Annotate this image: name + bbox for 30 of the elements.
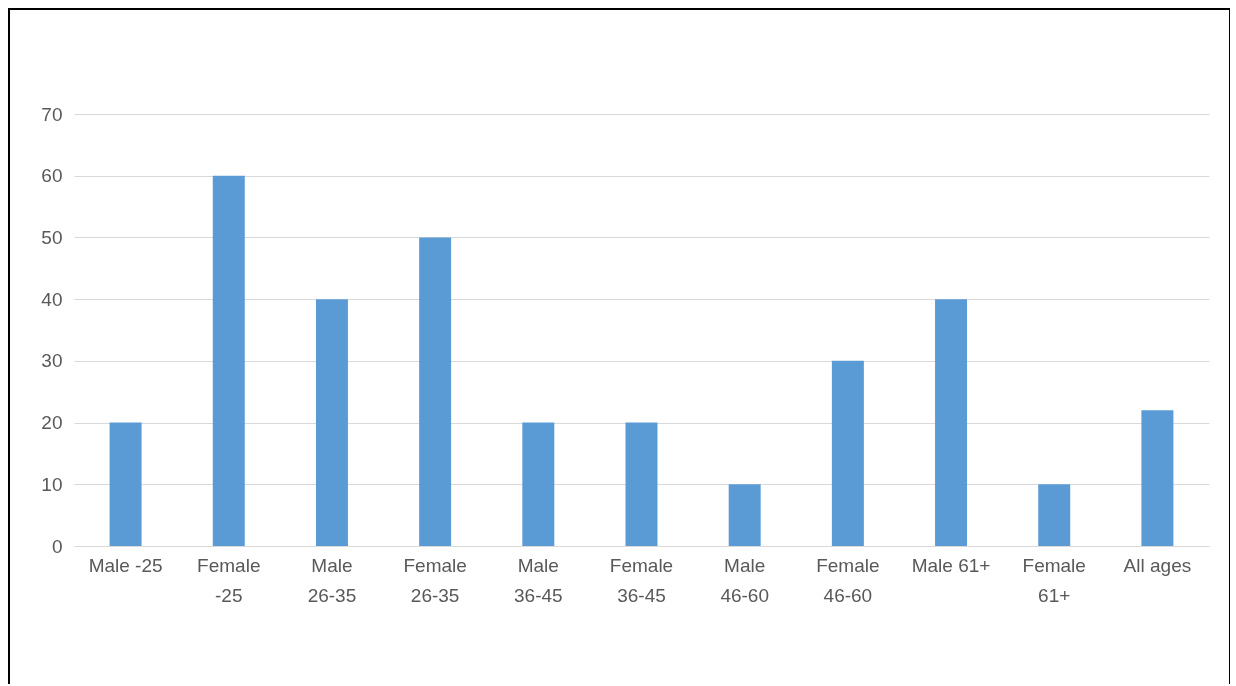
bar [522,422,555,546]
x-tick-label: Male 36-45 [514,554,563,606]
bar [212,175,245,546]
bar [625,422,658,546]
y-tick-label: 0 [51,535,63,557]
bar [1141,410,1174,546]
y-tick-label: 40 [41,288,63,310]
y-tick-label: 30 [41,350,63,372]
x-tick-label: Female 61+ [1022,554,1086,606]
x-tick-label: Female 36-45 [609,554,674,606]
x-tick-label: Female -25 [197,554,261,606]
bar [831,360,864,546]
y-tick-label: 50 [41,226,63,248]
bar [315,299,348,546]
y-tick-label: 70 [41,103,63,125]
x-tick-label: Male 61+ [911,554,991,576]
y-tick-label: 10 [41,473,63,495]
x-tick-label: Male -25 [88,554,163,576]
y-tick-label: 60 [41,165,63,187]
x-tick-label: Male 46-60 [720,554,769,606]
x-tick-label: Male 26-35 [307,554,357,606]
bar [728,484,761,546]
y-tick-label: 20 [41,412,63,434]
bar [935,299,968,546]
x-tick-label: All ages [1123,554,1192,576]
bar [1038,484,1071,546]
x-tick-label: Female 26-35 [403,554,467,606]
bar [109,422,142,546]
bar [419,237,452,546]
x-tick-label: Female 46-60 [816,554,880,606]
